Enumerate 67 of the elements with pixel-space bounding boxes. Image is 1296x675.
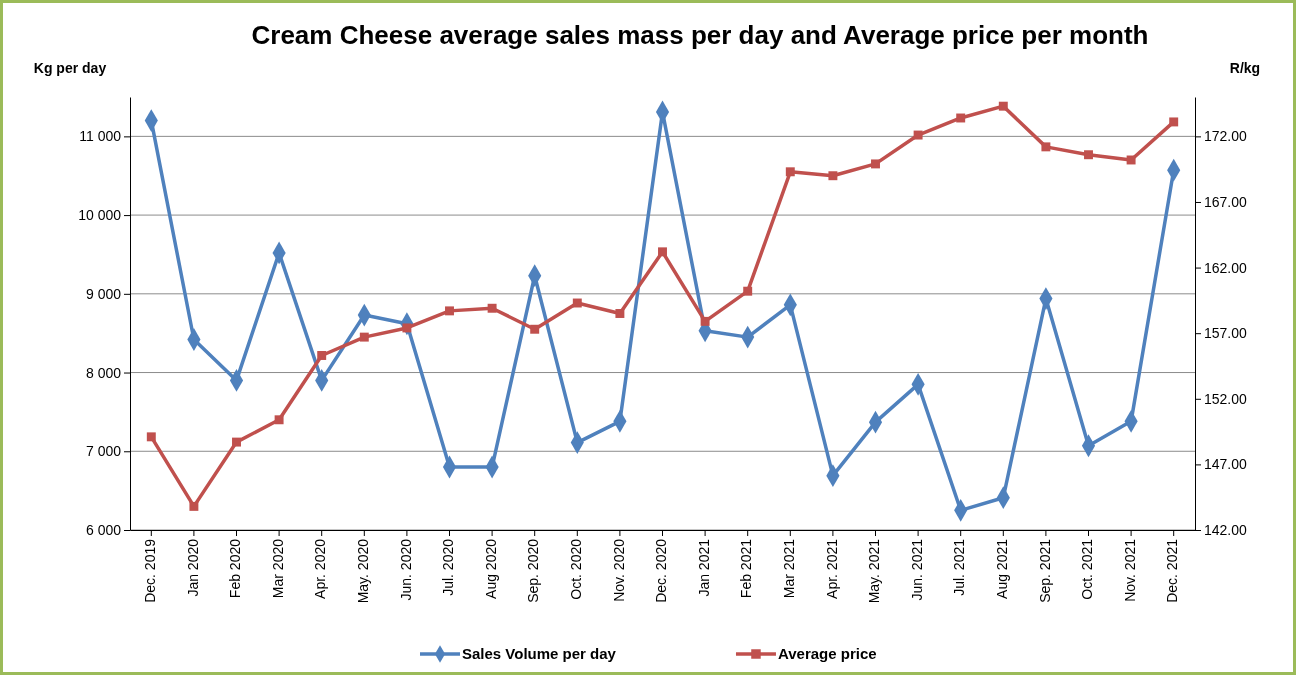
chart-title: Cream Cheese average sales mass per day and Average price per month: [251, 20, 1149, 50]
point: [828, 171, 838, 181]
x-tick-label: Sep. 2020: [525, 538, 542, 603]
y2-tick-label: 142.00: [1204, 521, 1248, 538]
point: [1041, 142, 1051, 152]
y-tick-label: 7 000: [85, 443, 122, 460]
point: [913, 130, 923, 140]
point: [445, 306, 454, 316]
y-tick-label: 6 000: [85, 521, 122, 538]
x-tick-label: Mar 2021: [781, 538, 797, 599]
x-tick-label: Nov. 2021: [1121, 538, 1138, 602]
y2-tick-label: 162.00: [1204, 259, 1248, 276]
point: [1126, 155, 1136, 165]
x-tick-label: Jul. 2020: [440, 538, 457, 596]
y-tick-label: 8 000: [85, 364, 122, 381]
point: [615, 309, 625, 318]
x-tick-label: Nov. 2020: [610, 538, 627, 602]
x-tick-label: Jan 2020: [184, 538, 201, 597]
y-tick-label: 9 000: [85, 285, 122, 302]
x-tick-label: Sep. 2021: [1036, 538, 1053, 603]
point: [317, 351, 327, 360]
x-tick-label: Jan 2021: [695, 538, 712, 597]
x-tick-label: Mar 2020: [269, 538, 286, 599]
x-tick-label: Jul. 2021: [951, 538, 968, 596]
point: [359, 332, 369, 342]
point: [785, 167, 795, 177]
y2-tick-label: 172.00: [1204, 128, 1248, 145]
point: [1084, 150, 1093, 160]
x-tick-label: Dec. 2021: [1164, 538, 1181, 603]
x-tick-label: Apr. 2021: [823, 538, 840, 599]
point: [572, 298, 582, 308]
legend-label: Sales Volume per day: [462, 645, 617, 662]
point: [956, 113, 966, 123]
point: [232, 437, 241, 447]
x-tick-label: Feb 2020: [227, 538, 244, 599]
point: [998, 101, 1008, 111]
x-tick-label: May. 2020: [355, 538, 371, 604]
point: [658, 247, 667, 257]
point: [487, 303, 497, 313]
point: [146, 432, 156, 442]
x-tick-label: Aug 2021: [994, 538, 1010, 599]
y2-tick-label: 152.00: [1204, 390, 1248, 407]
x-tick-label: Feb 2021: [738, 538, 755, 599]
point: [871, 159, 880, 169]
x-tick-label: Aug 2020: [482, 538, 499, 599]
y2-tick-label: 167.00: [1204, 193, 1248, 210]
point: [274, 415, 284, 425]
x-tick-label: May. 2021: [866, 538, 883, 604]
x-tick-label: Oct. 2020: [568, 538, 584, 600]
x-tick-label: Dec. 2019: [142, 538, 158, 603]
y2-tick-label: 147.00: [1204, 456, 1248, 473]
point: [700, 316, 710, 326]
point: [189, 501, 199, 511]
legend-label: Average price: [777, 645, 877, 662]
point: [530, 324, 540, 334]
point: [1169, 117, 1179, 127]
x-tick-label: Jun. 2021: [908, 538, 925, 601]
y2-axis-title: R/kg: [1229, 60, 1261, 76]
y-axis-title: Kg per day: [33, 60, 107, 76]
y-tick-label: 11 000: [79, 128, 122, 145]
x-tick-label: Oct. 2021: [1079, 538, 1096, 600]
point: [743, 286, 753, 296]
y-tick-label: 10 000: [78, 207, 122, 224]
x-tick-label: Dec. 2020: [653, 538, 670, 603]
x-tick-label: Apr. 2020: [312, 538, 329, 599]
x-tick-label: Jun. 2020: [397, 538, 414, 601]
y2-tick-label: 157.00: [1204, 325, 1248, 342]
